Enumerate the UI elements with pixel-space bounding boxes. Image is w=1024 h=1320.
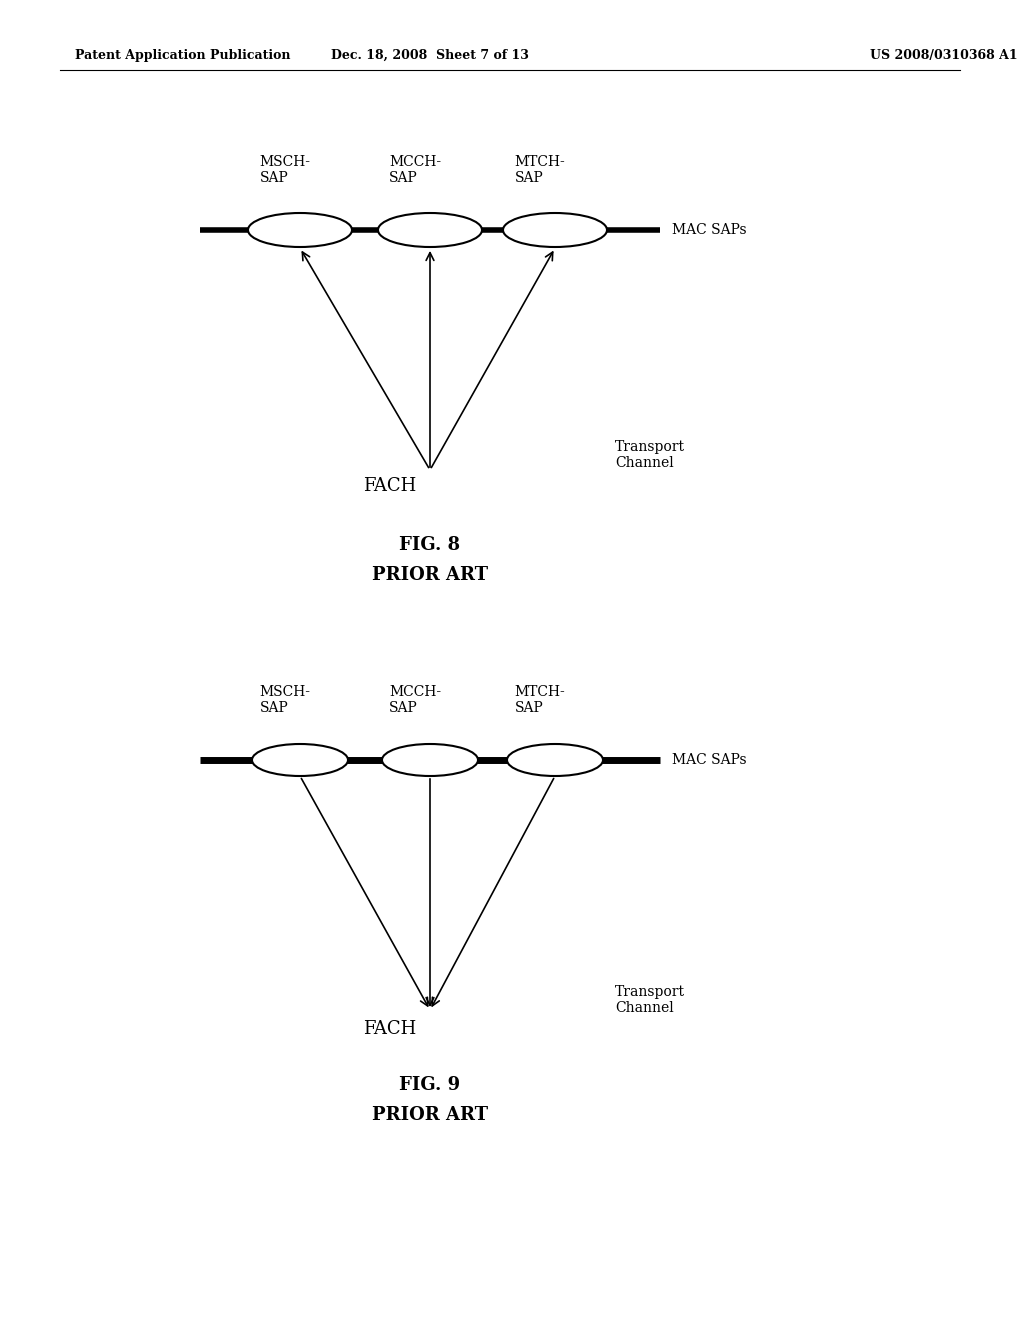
Text: MCCH-
SAP: MCCH- SAP	[389, 685, 441, 715]
Ellipse shape	[252, 744, 348, 776]
Text: MTCH-
SAP: MTCH- SAP	[515, 154, 565, 185]
Text: PRIOR ART: PRIOR ART	[372, 566, 488, 583]
Ellipse shape	[382, 744, 478, 776]
Text: PRIOR ART: PRIOR ART	[372, 1106, 488, 1125]
Text: MSCH-
SAP: MSCH- SAP	[259, 685, 310, 715]
Text: FACH: FACH	[364, 477, 417, 495]
Text: Transport
Channel: Transport Channel	[615, 440, 685, 470]
Text: MAC SAPs: MAC SAPs	[672, 223, 746, 238]
Ellipse shape	[503, 213, 607, 247]
Text: Transport
Channel: Transport Channel	[615, 985, 685, 1015]
Ellipse shape	[507, 744, 603, 776]
Text: US 2008/0310368 A1: US 2008/0310368 A1	[870, 49, 1018, 62]
Text: FIG. 8: FIG. 8	[399, 536, 461, 554]
Text: FACH: FACH	[364, 1020, 417, 1038]
Text: MTCH-
SAP: MTCH- SAP	[515, 685, 565, 715]
Text: MCCH-
SAP: MCCH- SAP	[389, 154, 441, 185]
Text: Dec. 18, 2008  Sheet 7 of 13: Dec. 18, 2008 Sheet 7 of 13	[331, 49, 529, 62]
Text: Patent Application Publication: Patent Application Publication	[75, 49, 291, 62]
Text: MSCH-
SAP: MSCH- SAP	[259, 154, 310, 185]
Text: MAC SAPs: MAC SAPs	[672, 752, 746, 767]
Ellipse shape	[248, 213, 352, 247]
Text: FIG. 9: FIG. 9	[399, 1076, 461, 1094]
Ellipse shape	[378, 213, 482, 247]
